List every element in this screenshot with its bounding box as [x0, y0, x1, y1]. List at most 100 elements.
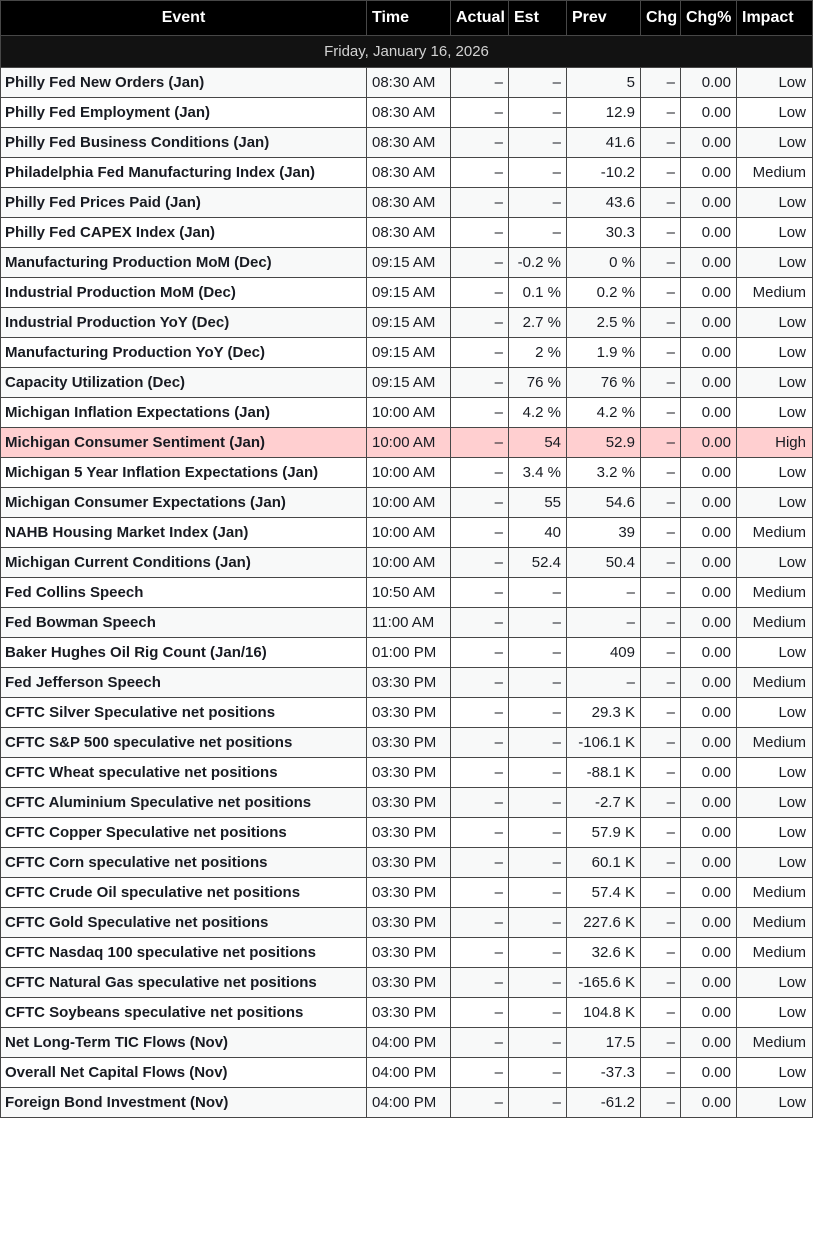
table-row[interactable]: Fed Collins Speech 10:50 AM – – – –0.00 Medium — [0, 577, 813, 608]
table-row[interactable]: CFTC Silver Speculative net positions 03:… — [0, 697, 813, 728]
cell-impact: Low — [736, 457, 813, 488]
column-header-time: Time — [366, 0, 451, 36]
table-body: Philly Fed New Orders (Jan) 08:30 AM – –5–0… — [0, 67, 813, 1118]
cell-est: 4.2 % — [508, 397, 567, 428]
cell-est: – — [508, 847, 567, 878]
cell-est: – — [508, 817, 567, 848]
cell-actual: – — [450, 187, 509, 218]
table-row[interactable]: CFTC Wheat speculative net positions 03:3… — [0, 757, 813, 788]
table-row[interactable]: Philly Fed New Orders (Jan) 08:30 AM – –5–0… — [0, 67, 813, 98]
cell-impact: Low — [736, 997, 813, 1028]
cell-est: 52.4 — [508, 547, 567, 578]
cell-time: 10:50 AM — [366, 577, 451, 608]
cell-est: 40 — [508, 517, 567, 548]
table-row[interactable]: Industrial Production YoY (Dec) 09:15 AM –… — [0, 307, 813, 338]
cell-actual: – — [450, 397, 509, 428]
table-row[interactable]: Overall Net Capital Flows (Nov) 04:00 PM –… — [0, 1057, 813, 1088]
table-row[interactable]: Philly Fed CAPEX Index (Jan) 08:30 AM – –30… — [0, 217, 813, 248]
cell-actual: – — [450, 637, 509, 668]
table-row[interactable]: Net Long-Term TIC Flows (Nov) 04:00 PM – –1… — [0, 1027, 813, 1058]
table-row[interactable]: CFTC Copper Speculative net positions 03:… — [0, 817, 813, 848]
cell-time: 01:00 PM — [366, 637, 451, 668]
cell-prev: -2.7 K — [566, 787, 641, 818]
cell-chg-pct: 0.00 — [680, 1057, 737, 1088]
cell-chg-pct: 0.00 — [680, 457, 737, 488]
cell-chg: – — [640, 157, 681, 188]
cell-impact: Medium — [736, 667, 813, 698]
cell-est: – — [508, 787, 567, 818]
table-row[interactable]: CFTC Crude Oil speculative net positions… — [0, 877, 813, 908]
table-row[interactable]: CFTC Corn speculative net positions 03:30… — [0, 847, 813, 878]
cell-time: 03:30 PM — [366, 997, 451, 1028]
cell-chg: – — [640, 937, 681, 968]
cell-impact: Low — [736, 787, 813, 818]
table-row[interactable]: Michigan Consumer Sentiment (Jan) 10:00 A… — [0, 427, 813, 458]
table-row[interactable]: Fed Jefferson Speech 03:30 PM – – – –0.00 Medi… — [0, 667, 813, 698]
table-row[interactable]: CFTC Nasdaq 100 speculative net position… — [0, 937, 813, 968]
cell-prev: 57.4 K — [566, 877, 641, 908]
table-row[interactable]: CFTC S&P 500 speculative net positions 03… — [0, 727, 813, 758]
table-row[interactable]: Michigan Inflation Expectations (Jan) 10:… — [0, 397, 813, 428]
cell-time: 08:30 AM — [366, 217, 451, 248]
table-header: Event Time Actual Est Prev Chg Chg% Impa… — [0, 0, 813, 68]
cell-prev: – — [566, 667, 641, 698]
cell-prev: 50.4 — [566, 547, 641, 578]
header-row: Event Time Actual Est Prev Chg Chg% Impa… — [0, 0, 813, 36]
cell-actual: – — [450, 217, 509, 248]
cell-chg-pct: 0.00 — [680, 427, 737, 458]
cell-prev: -106.1 K — [566, 727, 641, 758]
cell-actual: – — [450, 817, 509, 848]
table-row[interactable]: CFTC Natural Gas speculative net positio… — [0, 967, 813, 998]
cell-time: 03:30 PM — [366, 967, 451, 998]
cell-event: CFTC Natural Gas speculative net positio… — [0, 967, 367, 998]
cell-actual: – — [450, 577, 509, 608]
cell-time: 03:30 PM — [366, 667, 451, 698]
cell-prev: -37.3 — [566, 1057, 641, 1088]
cell-impact: Low — [736, 127, 813, 158]
cell-time: 03:30 PM — [366, 697, 451, 728]
cell-prev: -165.6 K — [566, 967, 641, 998]
table-row[interactable]: NAHB Housing Market Index (Jan) 10:00 AM –… — [0, 517, 813, 548]
table-row[interactable]: Capacity Utilization (Dec) 09:15 AM –76 % 7… — [0, 367, 813, 398]
cell-prev: 60.1 K — [566, 847, 641, 878]
table-row[interactable]: Michigan Current Conditions (Jan) 10:00 A… — [0, 547, 813, 578]
table-row[interactable]: Philly Fed Employment (Jan) 08:30 AM – –12.… — [0, 97, 813, 128]
table-row[interactable]: Manufacturing Production MoM (Dec) 09:15 … — [0, 247, 813, 278]
cell-time: 03:30 PM — [366, 907, 451, 938]
cell-chg: – — [640, 877, 681, 908]
table-row[interactable]: CFTC Soybeans speculative net positions 0… — [0, 997, 813, 1028]
cell-est: 76 % — [508, 367, 567, 398]
cell-prev: -10.2 — [566, 157, 641, 188]
cell-event: CFTC S&P 500 speculative net positions — [0, 727, 367, 758]
cell-chg-pct: 0.00 — [680, 277, 737, 308]
cell-event: Manufacturing Production MoM (Dec) — [0, 247, 367, 278]
table-row[interactable]: CFTC Gold Speculative net positions 03:30… — [0, 907, 813, 938]
cell-chg-pct: 0.00 — [680, 667, 737, 698]
cell-event: CFTC Silver Speculative net positions — [0, 697, 367, 728]
table-row[interactable]: Philly Fed Business Conditions (Jan) 08:3… — [0, 127, 813, 158]
cell-event: Philly Fed New Orders (Jan) — [0, 67, 367, 98]
cell-chg-pct: 0.00 — [680, 127, 737, 158]
cell-impact: Low — [736, 97, 813, 128]
table-row[interactable]: Foreign Bond Investment (Nov) 04:00 PM – – -… — [0, 1087, 813, 1118]
table-row[interactable]: CFTC Aluminium Speculative net positions… — [0, 787, 813, 818]
cell-chg: – — [640, 427, 681, 458]
cell-chg: – — [640, 727, 681, 758]
table-row[interactable]: Philadelphia Fed Manufacturing Index (Ja… — [0, 157, 813, 188]
table-row[interactable]: Michigan Consumer Expectations (Jan) 10:0… — [0, 487, 813, 518]
table-row[interactable]: Philly Fed Prices Paid (Jan) 08:30 AM – –43… — [0, 187, 813, 218]
cell-est: – — [508, 667, 567, 698]
cell-actual: – — [450, 1057, 509, 1088]
table-row[interactable]: Manufacturing Production YoY (Dec) 09:15 … — [0, 337, 813, 368]
table-row[interactable]: Baker Hughes Oil Rig Count (Jan/16) 01:00… — [0, 637, 813, 668]
table-row[interactable]: Industrial Production MoM (Dec) 09:15 AM –… — [0, 277, 813, 308]
cell-time: 04:00 PM — [366, 1087, 451, 1118]
table-row[interactable]: Fed Bowman Speech 11:00 AM – – – –0.00 Medium — [0, 607, 813, 638]
cell-prev: 5 — [566, 67, 641, 98]
cell-est: – — [508, 187, 567, 218]
table-row[interactable]: Michigan 5 Year Inflation Expectations (… — [0, 457, 813, 488]
cell-event: Industrial Production MoM (Dec) — [0, 277, 367, 308]
cell-event: NAHB Housing Market Index (Jan) — [0, 517, 367, 548]
cell-time: 10:00 AM — [366, 517, 451, 548]
cell-time: 09:15 AM — [366, 337, 451, 368]
